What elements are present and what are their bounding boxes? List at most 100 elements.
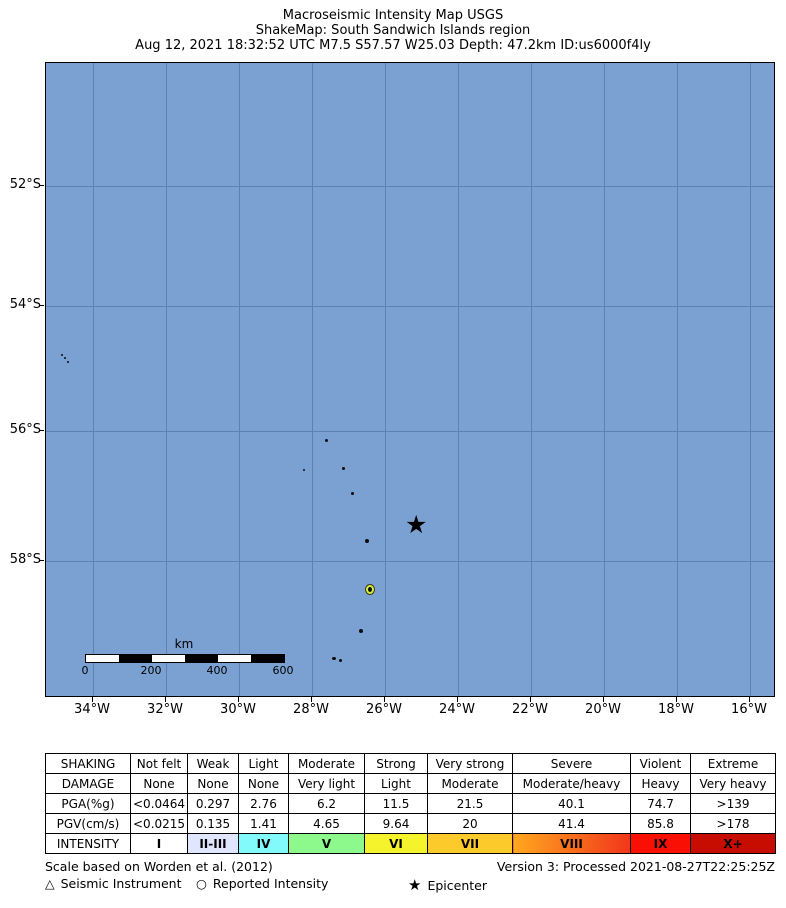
axis-tick xyxy=(311,697,312,702)
pga-cell: <0.0464 xyxy=(130,793,188,814)
lon-label: 18°W xyxy=(658,702,694,717)
scalebar-segment xyxy=(119,655,152,662)
legend-label: Seismic Instrument xyxy=(60,876,182,891)
damage-cell: Moderate/heavy xyxy=(512,773,631,794)
gridline-lat xyxy=(46,431,774,432)
title-line-1: Macroseismic Intensity Map USGS xyxy=(282,8,504,23)
shaking-cell: Weak xyxy=(187,753,239,774)
epicenter-star-legend-icon: ★ xyxy=(408,876,422,894)
pgv-cell: 41.4 xyxy=(512,813,631,834)
pgv-cell: 85.8 xyxy=(630,813,691,834)
pgv-cell: 20 xyxy=(427,813,513,834)
gridline-lon xyxy=(458,63,459,696)
lon-label: 28°W xyxy=(293,702,329,717)
gridline-lon xyxy=(677,63,678,696)
page-title: Macroseismic Intensity Map USGS ShakeMap… xyxy=(0,8,786,53)
lon-label: 26°W xyxy=(366,702,402,717)
gridline-lon xyxy=(166,63,167,696)
axis-tick xyxy=(676,697,677,702)
island-dot xyxy=(64,357,66,359)
shaking-cell: Severe xyxy=(512,753,631,774)
axis-tick xyxy=(92,697,93,702)
lon-label: 34°W xyxy=(74,702,110,717)
intensity-cell: II-III xyxy=(187,833,239,854)
pga-cell: 40.1 xyxy=(512,793,631,814)
island-dot xyxy=(342,467,345,470)
scalebar-tick-label: 600 xyxy=(272,664,294,677)
damage-cell: None xyxy=(238,773,289,794)
axis-tick xyxy=(457,697,458,702)
intensity-cell: IX xyxy=(630,833,691,854)
shaking-cell: Violent xyxy=(630,753,691,774)
lon-label: 24°W xyxy=(439,702,475,717)
lon-label: 22°W xyxy=(512,702,548,717)
island-dot xyxy=(332,657,336,660)
scalebar-segment xyxy=(251,655,284,662)
row-header-shaking: SHAKING xyxy=(45,753,131,774)
island-dot xyxy=(325,439,328,442)
damage-cell: None xyxy=(187,773,239,794)
island-dot xyxy=(339,659,342,662)
lon-label: 16°W xyxy=(731,702,767,717)
scale-reference-note: Scale based on Worden et al. (2012) xyxy=(45,859,273,874)
table-row-pgv: PGV(cm/s) <0.0215 0.135 1.41 4.65 9.64 2… xyxy=(45,813,776,834)
damage-cell: None xyxy=(130,773,188,794)
row-header-pgv: PGV(cm/s) xyxy=(45,813,131,834)
pga-cell: 6.2 xyxy=(288,793,365,814)
gridline-lon xyxy=(385,63,386,696)
row-header-intensity: INTENSITY xyxy=(45,833,131,854)
gridline-lon xyxy=(604,63,605,696)
reported-intensity-circle-icon: ○ xyxy=(196,876,207,891)
legend-reported-intensity: ○ Reported Intensity xyxy=(196,876,328,891)
island-dot xyxy=(303,469,305,471)
version-processed-note: Version 3: Processed 2021-08-27T22:25:25… xyxy=(496,859,775,874)
row-header-pga: PGA(%g) xyxy=(45,793,131,814)
shaking-cell: Strong xyxy=(364,753,428,774)
axis-tick xyxy=(238,697,239,702)
gridline-lon xyxy=(531,63,532,696)
axis-tick xyxy=(603,697,604,702)
intensity-cell: I xyxy=(130,833,188,854)
intensity-cell: VIII xyxy=(512,833,631,854)
island-dot xyxy=(359,629,363,633)
island-dot xyxy=(61,354,63,356)
scalebar-segment xyxy=(152,655,185,662)
title-line-3: Aug 12, 2021 18:32:52 UTC M7.5 S57.57 W2… xyxy=(135,38,651,53)
lon-label: 30°W xyxy=(220,702,256,717)
axis-tick xyxy=(39,560,44,561)
pgv-cell: 0.135 xyxy=(187,813,239,834)
pgv-cell: <0.0215 xyxy=(130,813,188,834)
pga-cell: 21.5 xyxy=(427,793,513,814)
scalebar-tick-label: 0 xyxy=(81,664,89,677)
damage-cell: Very heavy xyxy=(690,773,776,794)
intensity-map: ★ km 0 200 400 600 xyxy=(45,62,775,697)
pgv-cell: 1.41 xyxy=(238,813,289,834)
lon-label: 32°W xyxy=(147,702,183,717)
pga-cell: 11.5 xyxy=(364,793,428,814)
title-line-2: ShakeMap: South Sandwich Islands region xyxy=(255,23,531,38)
axis-tick xyxy=(749,697,750,702)
damage-cell: Heavy xyxy=(630,773,691,794)
lat-label: 52°S xyxy=(9,177,41,192)
damage-cell: Light xyxy=(364,773,428,794)
pga-cell: 0.297 xyxy=(187,793,239,814)
lat-label: 58°S xyxy=(9,552,41,567)
gridline-lat xyxy=(46,561,774,562)
scalebar-segment xyxy=(185,655,218,662)
pgv-cell: 9.64 xyxy=(364,813,428,834)
legend-label: Epicenter xyxy=(427,878,487,893)
shaking-cell: Light xyxy=(238,753,289,774)
axis-tick xyxy=(39,185,44,186)
island-dot xyxy=(365,539,369,543)
axis-tick xyxy=(39,430,44,431)
axis-tick xyxy=(39,305,44,306)
table-row-shaking: SHAKING Not felt Weak Light Moderate Str… xyxy=(45,753,776,774)
pga-cell: 74.7 xyxy=(630,793,691,814)
scalebar-tick-label: 400 xyxy=(206,664,228,677)
intensity-legend-table: SHAKING Not felt Weak Light Moderate Str… xyxy=(45,753,776,854)
gridline-lon xyxy=(239,63,240,696)
legend-label: Reported Intensity xyxy=(212,876,329,891)
lat-label: 56°S xyxy=(9,422,41,437)
legend-seismic-instrument: △ Seismic Instrument xyxy=(45,876,182,891)
intensity-cell: VI xyxy=(364,833,428,854)
